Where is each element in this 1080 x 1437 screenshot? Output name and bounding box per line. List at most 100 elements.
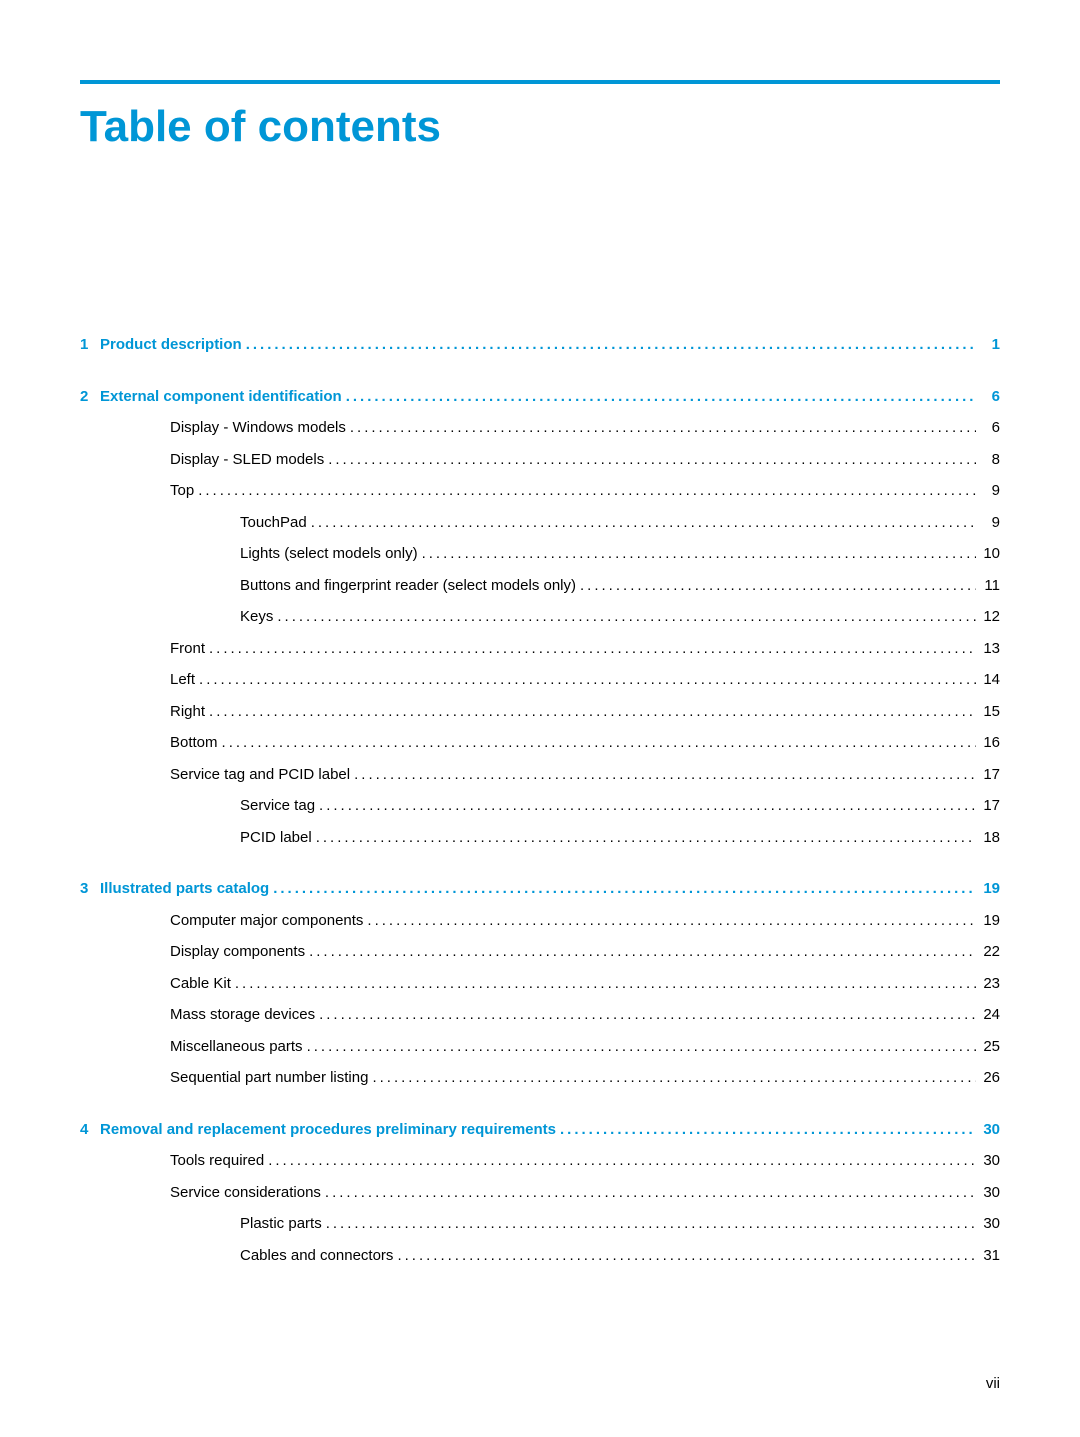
toc-leader: ........................................…: [305, 939, 976, 965]
toc-entry[interactable]: Tools required .........................…: [170, 1148, 1000, 1174]
toc-entry[interactable]: Service considerations .................…: [170, 1180, 1000, 1206]
toc-entry[interactable]: Right ..................................…: [170, 699, 1000, 725]
toc-entry-title: Top: [170, 478, 194, 504]
toc-chapter-entry[interactable]: 3 Illustrated parts catalog ............…: [80, 876, 1000, 902]
toc-entry-title: Cables and connectors: [240, 1243, 393, 1269]
toc-entry-page: 13: [976, 636, 1000, 662]
toc-entry-page: 30: [976, 1148, 1000, 1174]
toc-leader: ........................................…: [194, 478, 976, 504]
toc-chapter-number: 1: [80, 332, 100, 358]
toc-leader: ........................................…: [393, 1243, 976, 1269]
toc-entry-title: Service tag: [240, 793, 315, 819]
toc-chapter-entry[interactable]: 1 Product description ..................…: [80, 332, 1000, 358]
toc-entry-page: 31: [976, 1243, 1000, 1269]
toc-entry-page: 17: [976, 762, 1000, 788]
toc-entry-title: Sequential part number listing: [170, 1065, 368, 1091]
toc-leader: ........................................…: [363, 908, 976, 934]
toc-leader: ........................................…: [303, 1034, 976, 1060]
toc-leader: ........................................…: [418, 541, 976, 567]
toc-entry[interactable]: Miscellaneous parts ....................…: [170, 1034, 1000, 1060]
toc-entry-title: Miscellaneous parts: [170, 1034, 303, 1060]
toc-entry-title: PCID label: [240, 825, 312, 851]
toc-entry-title: Tools required: [170, 1148, 264, 1174]
toc-leader: ........................................…: [576, 573, 976, 599]
toc-leader: ........................................…: [195, 667, 976, 693]
toc-chapter-number: 2: [80, 384, 100, 410]
toc-entry-page: 6: [976, 415, 1000, 441]
toc-leader: ........................................…: [556, 1117, 976, 1143]
toc-entry[interactable]: Mass storage devices ...................…: [170, 1002, 1000, 1028]
toc-entry[interactable]: Keys ...................................…: [240, 604, 1000, 630]
toc-entry-title: Computer major components: [170, 908, 363, 934]
toc-entry[interactable]: Display - SLED models ..................…: [170, 447, 1000, 473]
toc-leader: ........................................…: [273, 604, 976, 630]
toc-entry[interactable]: Cables and connectors ..................…: [240, 1243, 1000, 1269]
toc-leader: ........................................…: [342, 384, 976, 410]
page-title: Table of contents: [80, 102, 1000, 152]
toc-chapter-page: 6: [976, 384, 1000, 410]
toc-entry-page: 30: [976, 1211, 1000, 1237]
toc-entry[interactable]: Lights (select models only) ............…: [240, 541, 1000, 567]
toc-entry-page: 15: [976, 699, 1000, 725]
toc-entry-page: 17: [976, 793, 1000, 819]
toc-entry[interactable]: Bottom .................................…: [170, 730, 1000, 756]
toc-entry[interactable]: TouchPad ...............................…: [240, 510, 1000, 536]
toc-chapter-title: Illustrated parts catalog: [100, 876, 269, 902]
toc-entry-title: Keys: [240, 604, 273, 630]
toc-leader: ........................................…: [322, 1211, 976, 1237]
toc-leader: ........................................…: [205, 699, 976, 725]
toc-leader: ........................................…: [307, 510, 976, 536]
toc-leader: ........................................…: [321, 1180, 976, 1206]
page-number: vii: [986, 1375, 1000, 1392]
toc-entry[interactable]: Plastic parts ..........................…: [240, 1211, 1000, 1237]
toc-chapter-number: 4: [80, 1117, 100, 1143]
toc-chapter-page: 19: [976, 876, 1000, 902]
toc-entry-title: Display - SLED models: [170, 447, 324, 473]
toc-entry-page: 12: [976, 604, 1000, 630]
toc-leader: ........................................…: [368, 1065, 976, 1091]
toc-entry-title: Mass storage devices: [170, 1002, 315, 1028]
toc-entry[interactable]: Service tag and PCID label .............…: [170, 762, 1000, 788]
toc-leader: ........................................…: [315, 793, 976, 819]
toc-entry-title: Lights (select models only): [240, 541, 418, 567]
header-rule: [80, 80, 1000, 84]
toc-entry-title: Right: [170, 699, 205, 725]
toc-leader: ........................................…: [312, 825, 976, 851]
toc-section: 2 External component identification ....…: [80, 384, 1000, 851]
toc-entry[interactable]: Front ..................................…: [170, 636, 1000, 662]
toc-entry[interactable]: Computer major components ..............…: [170, 908, 1000, 934]
toc-entry-title: Bottom: [170, 730, 218, 756]
toc-entry-page: 24: [976, 1002, 1000, 1028]
toc-entry-page: 10: [976, 541, 1000, 567]
toc-leader: ........................................…: [346, 415, 976, 441]
toc-entry[interactable]: Sequential part number listing .........…: [170, 1065, 1000, 1091]
toc-entry-page: 30: [976, 1180, 1000, 1206]
toc-chapter-number: 3: [80, 876, 100, 902]
toc-entry[interactable]: Left ...................................…: [170, 667, 1000, 693]
toc-entry-page: 8: [976, 447, 1000, 473]
toc-chapter-title: Removal and replacement procedures preli…: [100, 1117, 556, 1143]
toc-entry-page: 11: [976, 573, 1000, 599]
toc-entry-page: 9: [976, 478, 1000, 504]
toc-chapter-page: 30: [976, 1117, 1000, 1143]
toc-leader: ........................................…: [231, 971, 976, 997]
toc-leader: ........................................…: [205, 636, 976, 662]
toc-entry[interactable]: PCID label .............................…: [240, 825, 1000, 851]
toc-entry-title: Cable Kit: [170, 971, 231, 997]
toc-entry[interactable]: Service tag ............................…: [240, 793, 1000, 819]
toc-chapter-page: 1: [976, 332, 1000, 358]
toc-entry[interactable]: Display components .....................…: [170, 939, 1000, 965]
toc-entry[interactable]: Top ....................................…: [170, 478, 1000, 504]
toc-entry-page: 16: [976, 730, 1000, 756]
toc-entry-title: Left: [170, 667, 195, 693]
toc-section: 4 Removal and replacement procedures pre…: [80, 1117, 1000, 1269]
toc-entry-title: Display components: [170, 939, 305, 965]
toc-chapter-title: External component identification: [100, 384, 342, 410]
toc-entry[interactable]: Display - Windows models ...............…: [170, 415, 1000, 441]
toc-chapter-entry[interactable]: 2 External component identification ....…: [80, 384, 1000, 410]
toc-section: 1 Product description ..................…: [80, 332, 1000, 358]
toc-entry-title: Buttons and fingerprint reader (select m…: [240, 573, 576, 599]
toc-entry[interactable]: Cable Kit ..............................…: [170, 971, 1000, 997]
toc-chapter-entry[interactable]: 4 Removal and replacement procedures pre…: [80, 1117, 1000, 1143]
toc-entry[interactable]: Buttons and fingerprint reader (select m…: [240, 573, 1000, 599]
